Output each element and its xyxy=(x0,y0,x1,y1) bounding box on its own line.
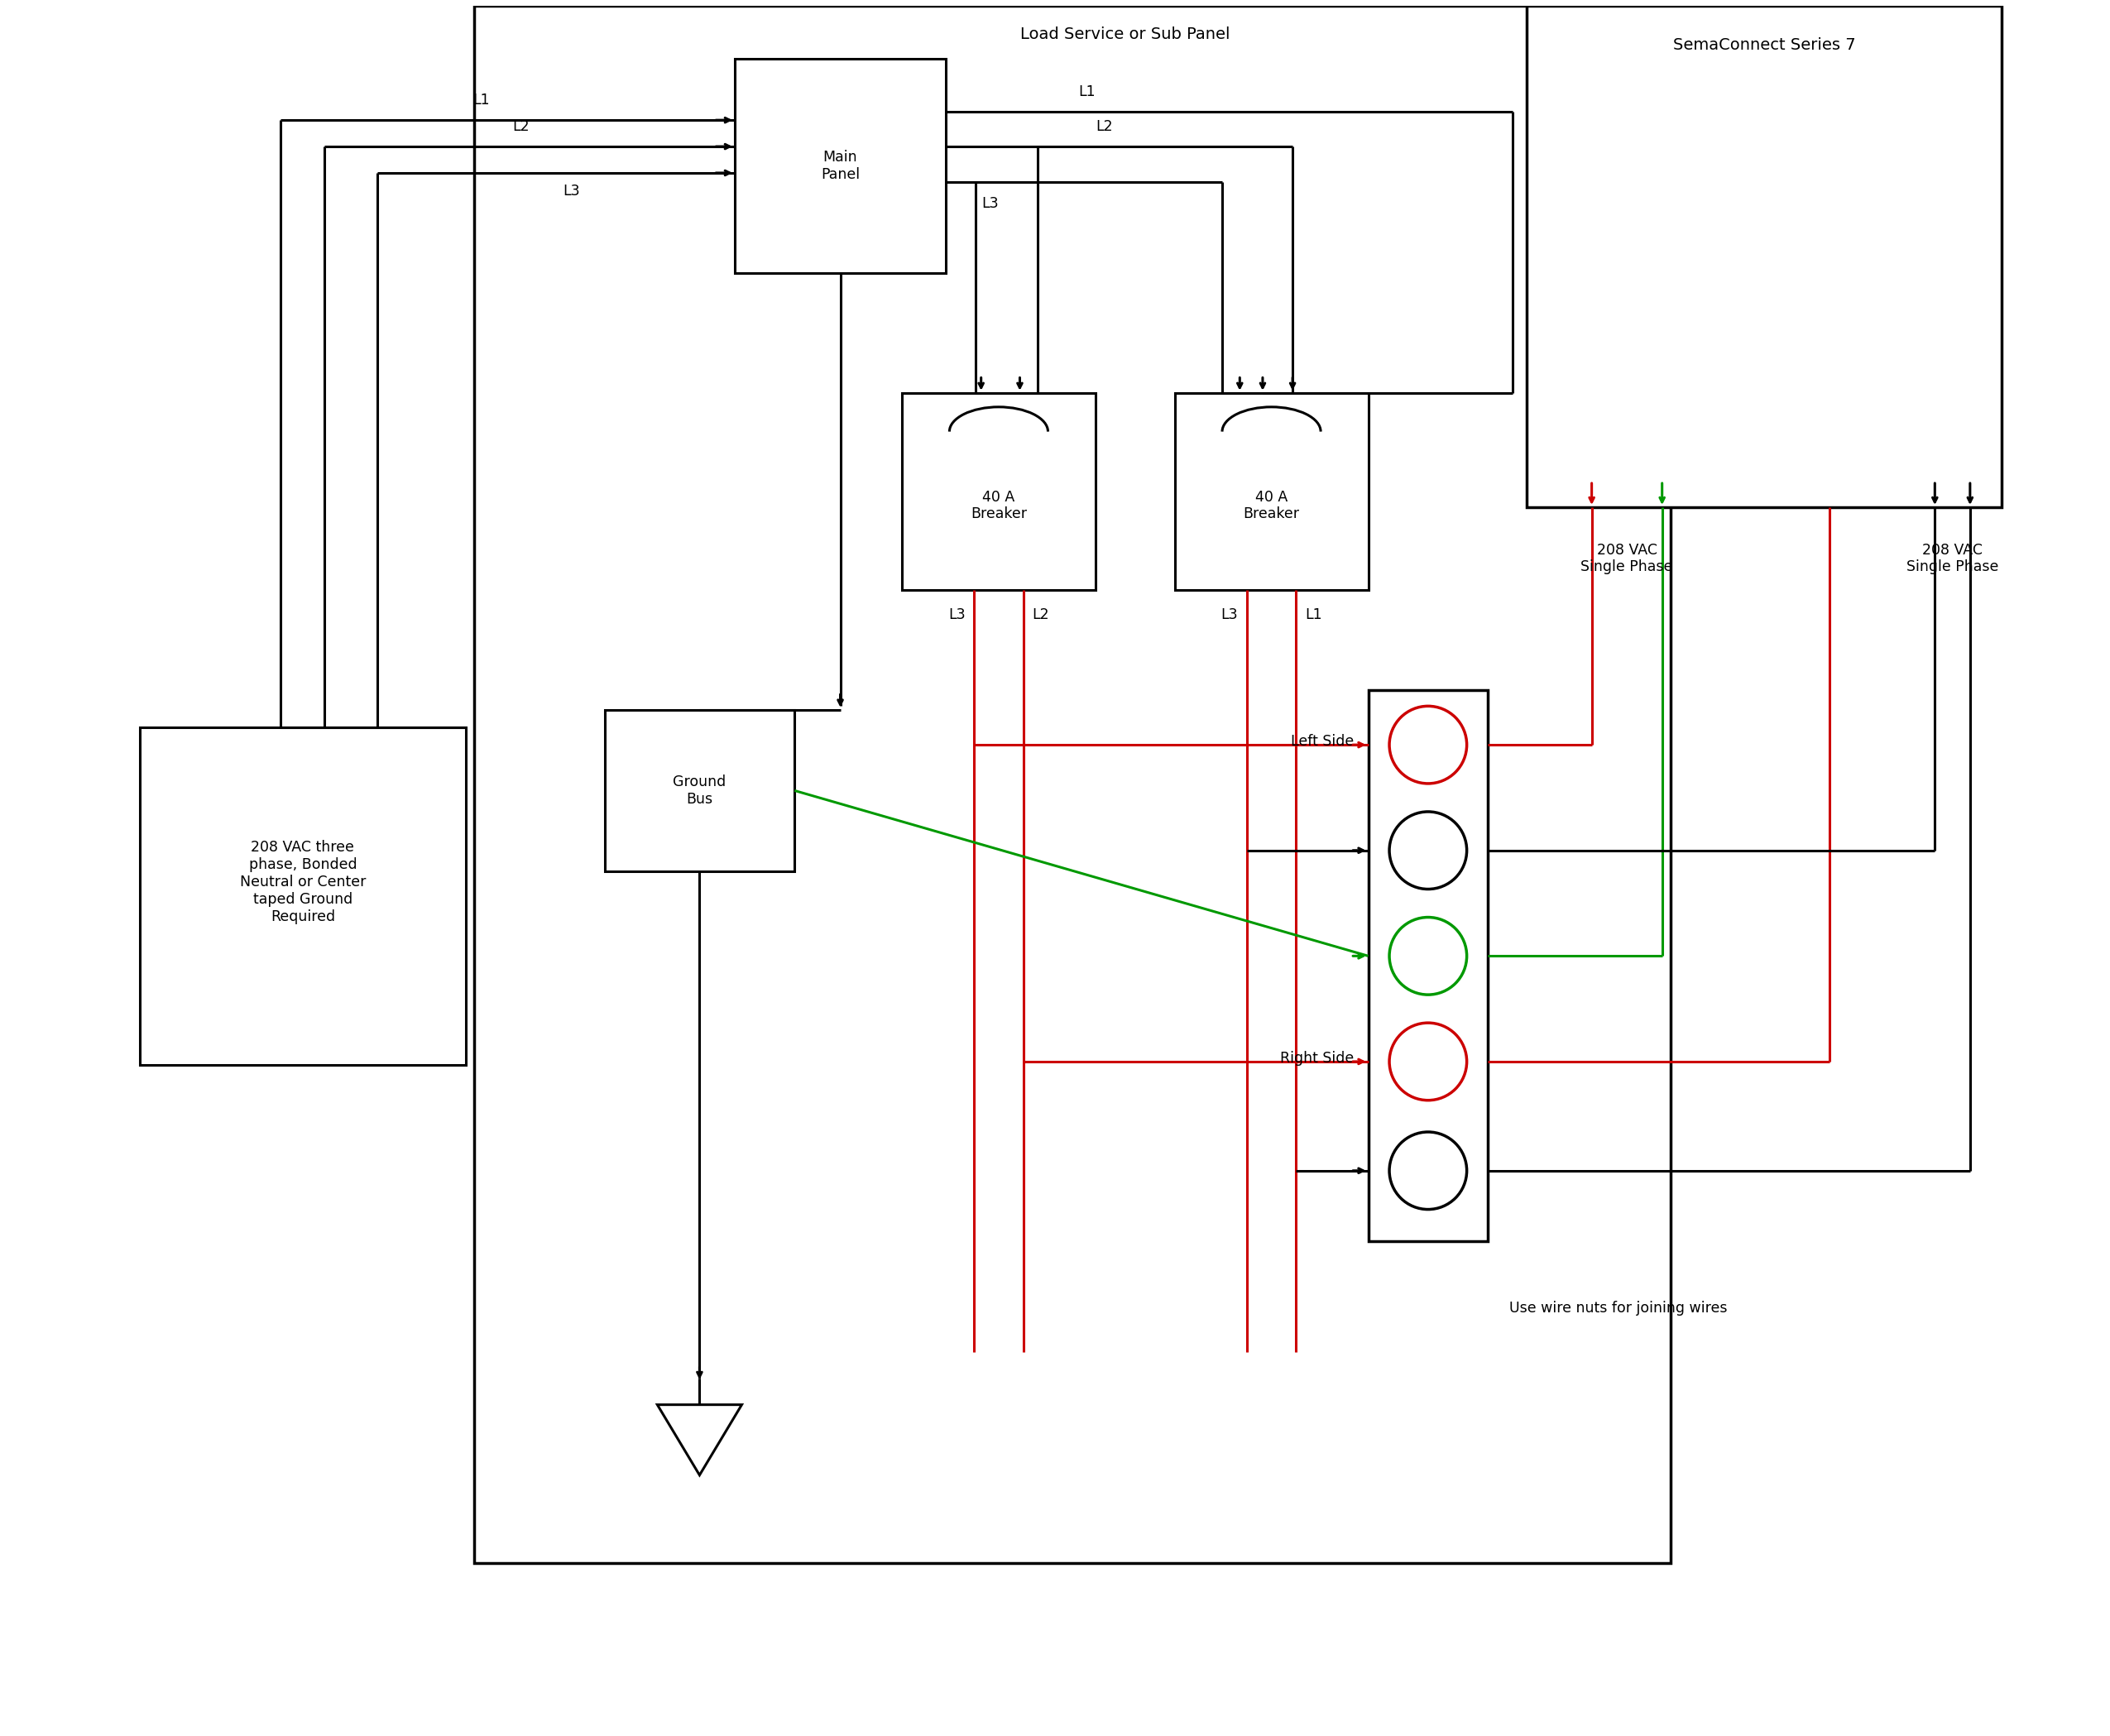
FancyBboxPatch shape xyxy=(606,710,795,871)
FancyBboxPatch shape xyxy=(734,59,945,273)
Text: L1: L1 xyxy=(1078,83,1095,99)
Text: L3: L3 xyxy=(947,608,964,623)
Text: 208 VAC
Single Phase: 208 VAC Single Phase xyxy=(1905,542,1998,575)
Text: L3: L3 xyxy=(563,184,580,198)
Text: L1: L1 xyxy=(1304,608,1323,623)
Text: Main
Panel: Main Panel xyxy=(821,149,859,182)
Text: Load Service or Sub Panel: Load Service or Sub Panel xyxy=(1021,26,1230,43)
Text: SemaConnect Series 7: SemaConnect Series 7 xyxy=(1673,38,1855,54)
Text: 208 VAC
Single Phase: 208 VAC Single Phase xyxy=(1580,542,1673,575)
FancyBboxPatch shape xyxy=(1175,392,1367,590)
Text: L1: L1 xyxy=(473,94,490,108)
Text: Right Side: Right Side xyxy=(1281,1050,1355,1066)
FancyBboxPatch shape xyxy=(901,392,1095,590)
Text: 40 A
Breaker: 40 A Breaker xyxy=(971,490,1028,521)
Text: Ground
Bus: Ground Bus xyxy=(673,774,726,807)
Text: L2: L2 xyxy=(1095,120,1112,134)
Text: 208 VAC three
phase, Bonded
Neutral or Center
taped Ground
Required: 208 VAC three phase, Bonded Neutral or C… xyxy=(241,840,365,924)
FancyBboxPatch shape xyxy=(1367,691,1488,1241)
Text: L3: L3 xyxy=(1222,608,1239,623)
Text: 40 A
Breaker: 40 A Breaker xyxy=(1243,490,1300,521)
FancyBboxPatch shape xyxy=(475,5,1671,1562)
Text: L2: L2 xyxy=(1032,608,1049,623)
FancyBboxPatch shape xyxy=(1528,5,2002,507)
Text: Use wire nuts for joining wires: Use wire nuts for joining wires xyxy=(1509,1300,1728,1316)
Text: Left Side: Left Side xyxy=(1291,734,1355,748)
Text: L3: L3 xyxy=(981,196,998,210)
FancyBboxPatch shape xyxy=(139,727,466,1066)
Text: L2: L2 xyxy=(513,120,530,134)
